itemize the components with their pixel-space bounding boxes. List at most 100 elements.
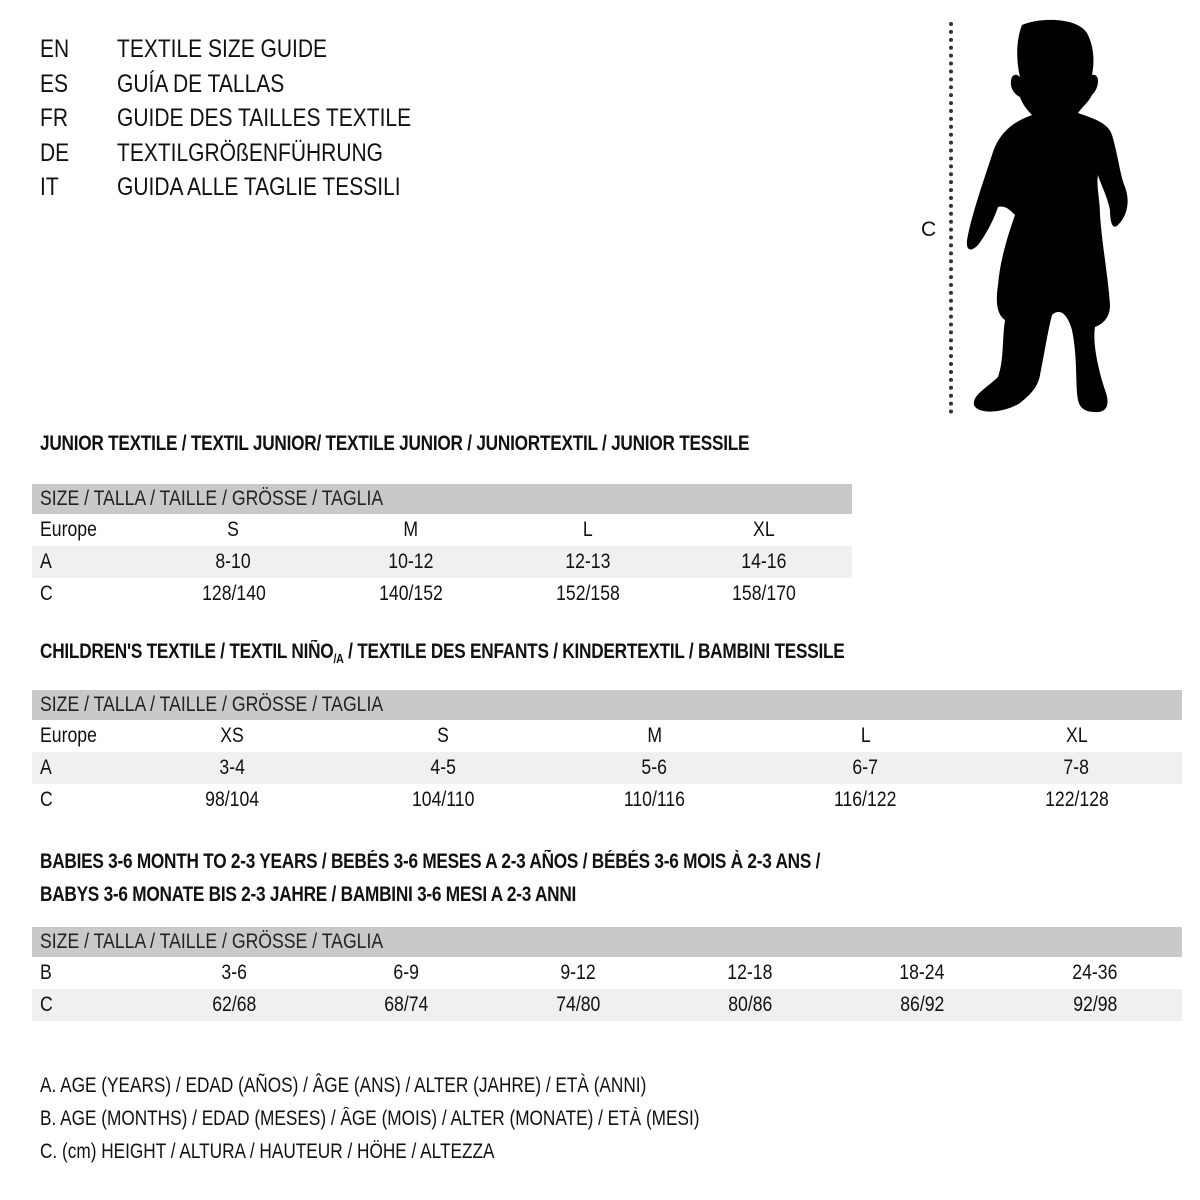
table-cell: A bbox=[32, 752, 127, 784]
table-cell: S bbox=[145, 514, 322, 546]
table-cell: 4-5 bbox=[338, 752, 549, 784]
table-cell: 62/68 bbox=[148, 989, 320, 1021]
cell-text: 86/92 bbox=[899, 993, 945, 1016]
table-cell: 158/170 bbox=[676, 578, 852, 610]
table-cell: Europe bbox=[32, 514, 145, 546]
table-row: C 128/140 140/152 152/158 158/170 bbox=[32, 578, 852, 610]
table-cell: A bbox=[32, 546, 145, 578]
table-cell: M bbox=[322, 514, 499, 546]
cell-text: 6-9 bbox=[393, 961, 419, 984]
table-cell: 14-16 bbox=[676, 546, 852, 578]
cell-text: 24-36 bbox=[1072, 961, 1118, 984]
language-title: GUÍA DE TALLAS bbox=[117, 69, 285, 98]
table-row: A 3-4 4-5 5-6 6-7 7-8 bbox=[32, 752, 1182, 784]
cell-text: 6-7 bbox=[852, 756, 879, 779]
table-row: Europe XS S M L XL bbox=[32, 720, 1182, 752]
language-title: GUIDE DES TAILLES TEXTILE bbox=[117, 104, 412, 132]
cell-text: 7-8 bbox=[1063, 756, 1090, 779]
cell-text: SIZE / TALLA / TAILLE / GRÖSSE / TAGLIA bbox=[40, 930, 384, 953]
table-cell: 104/110 bbox=[338, 784, 549, 816]
table-cell: 98/104 bbox=[127, 784, 338, 816]
cell-text: SIZE / TALLA / TAILLE / GRÖSSE / TAGLIA bbox=[40, 693, 384, 716]
table-cell: 92/98 bbox=[1008, 989, 1182, 1021]
cell-text: 152/158 bbox=[555, 582, 620, 605]
cell-text: 98/104 bbox=[205, 788, 260, 811]
table-cell: L bbox=[499, 514, 676, 546]
language-title: TEXTILE SIZE GUIDE bbox=[117, 35, 328, 63]
legend-item: A. AGE (YEARS) / EDAD (AÑOS) / ÂGE (ANS)… bbox=[40, 1069, 844, 1102]
table-cell: XL bbox=[971, 720, 1182, 752]
table-cell: 8-10 bbox=[145, 546, 322, 578]
table-cell: 24-36 bbox=[1008, 957, 1182, 989]
size-header: SIZE / TALLA / TAILLE / GRÖSSE / TAGLIA bbox=[32, 690, 1182, 720]
language-code: IT bbox=[40, 173, 59, 201]
table-header-row: SIZE / TALLA / TAILLE / GRÖSSE / TAGLIA bbox=[32, 927, 1182, 957]
table-row: Europe S M L XL bbox=[32, 514, 852, 546]
table-cell: 3-6 bbox=[148, 957, 320, 989]
table-cell: 122/128 bbox=[971, 784, 1182, 816]
table-cell: 152/158 bbox=[499, 578, 676, 610]
cell-text: BABYS 3-6 MONATE BIS 2-3 JAHRE / BAMBINI… bbox=[40, 883, 577, 906]
table-cell: 86/92 bbox=[836, 989, 1008, 1021]
junior-heading: JUNIOR TEXTILE / TEXTIL JUNIOR/ TEXTILE … bbox=[40, 432, 905, 456]
cell-text: XL bbox=[1065, 724, 1088, 747]
table-row: B 3-6 6-9 9-12 12-18 18-24 24-36 bbox=[32, 957, 1182, 989]
cell-text: 12-18 bbox=[727, 961, 773, 984]
cell-text: 158/170 bbox=[732, 582, 796, 605]
cell-text: 5-6 bbox=[641, 756, 668, 779]
table-cell: B bbox=[32, 957, 148, 989]
cell-text: 92/98 bbox=[1072, 993, 1118, 1016]
cell-text: BABIES 3-6 MONTH TO 2-3 YEARS / BEBÉS 3-… bbox=[40, 850, 821, 873]
cell-text: 14-16 bbox=[741, 550, 787, 573]
cell-text: 10-12 bbox=[387, 550, 434, 573]
cell-text: 8-10 bbox=[215, 550, 252, 573]
cell-text: A bbox=[40, 550, 52, 573]
table-cell: C bbox=[32, 578, 145, 610]
table-cell: 18-24 bbox=[836, 957, 1008, 989]
cell-text: 122/128 bbox=[1044, 788, 1109, 811]
table-cell: 10-12 bbox=[322, 546, 499, 578]
cell-text: C bbox=[40, 993, 53, 1016]
cell-text: 4-5 bbox=[430, 756, 457, 779]
table-header-row: SIZE / TALLA / TAILLE / GRÖSSE / TAGLIA bbox=[32, 690, 1182, 720]
cell-text: A. AGE (YEARS) / EDAD (AÑOS) / ÂGE (ANS)… bbox=[40, 1074, 647, 1097]
cell-text: M bbox=[647, 724, 662, 747]
cell-text: 140/152 bbox=[378, 582, 443, 605]
table-cell: 6-9 bbox=[320, 957, 492, 989]
table-row: C 62/68 68/74 74/80 80/86 86/92 92/98 bbox=[32, 989, 1182, 1021]
table-cell: 68/74 bbox=[320, 989, 492, 1021]
cell-text: C bbox=[40, 582, 53, 605]
child-silhouette-icon bbox=[966, 19, 1128, 413]
cell-text: CHILDREN'S TEXTILE / TEXTIL NIÑO/A / TEX… bbox=[40, 640, 845, 666]
cell-text: B bbox=[40, 961, 52, 984]
table-cell: 3-4 bbox=[127, 752, 338, 784]
legend-item: B. AGE (MONTHS) / EDAD (MESES) / ÂGE (MO… bbox=[40, 1102, 844, 1135]
language-code: ES bbox=[40, 69, 69, 98]
cell-text: JUNIOR TEXTILE / TEXTIL JUNIOR/ TEXTILE … bbox=[40, 432, 750, 455]
cell-text: SIZE / TALLA / TAILLE / GRÖSSE / TAGLIA bbox=[40, 487, 384, 510]
cell-text: 74/80 bbox=[555, 993, 601, 1016]
table-cell: C bbox=[32, 989, 148, 1021]
cell-text: L bbox=[860, 724, 871, 747]
table-cell: 110/116 bbox=[549, 784, 760, 816]
table-cell: 74/80 bbox=[492, 989, 664, 1021]
table-cell: 7-8 bbox=[971, 752, 1182, 784]
cell-text: 3-4 bbox=[219, 756, 246, 779]
cell-text: 128/140 bbox=[201, 582, 266, 605]
cell-text: M bbox=[403, 518, 418, 541]
table-cell: L bbox=[760, 720, 971, 752]
size-header: SIZE / TALLA / TAILLE / GRÖSSE / TAGLIA bbox=[32, 927, 1182, 957]
size-header: SIZE / TALLA / TAILLE / GRÖSSE / TAGLIA bbox=[32, 484, 852, 514]
cell-text: XS bbox=[220, 724, 245, 747]
table-cell: 9-12 bbox=[492, 957, 664, 989]
babies-heading-line2: BABYS 3-6 MONATE BIS 2-3 JAHRE / BAMBINI… bbox=[40, 883, 694, 907]
table-cell: XS bbox=[127, 720, 338, 752]
cell-text: 110/116 bbox=[623, 788, 686, 811]
table-cell: XL bbox=[676, 514, 852, 546]
cell-text: S bbox=[227, 518, 240, 541]
table-row: C 98/104 104/110 110/116 116/122 122/128 bbox=[32, 784, 1182, 816]
table-cell: 128/140 bbox=[145, 578, 322, 610]
cell-text: 18-24 bbox=[899, 961, 945, 984]
height-measure-line bbox=[949, 22, 953, 414]
cell-text: 80/86 bbox=[727, 993, 773, 1016]
